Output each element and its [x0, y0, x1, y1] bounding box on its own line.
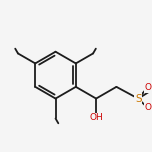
Text: O: O	[144, 83, 151, 92]
Text: OH: OH	[89, 113, 103, 122]
Text: O: O	[144, 103, 151, 112]
Text: S: S	[135, 94, 142, 104]
